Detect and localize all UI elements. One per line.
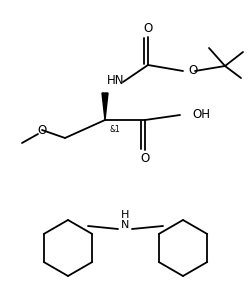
Text: O: O	[144, 21, 152, 34]
Text: O: O	[38, 123, 46, 136]
Text: &1: &1	[110, 125, 121, 134]
Text: HN: HN	[107, 75, 124, 88]
Text: N: N	[121, 220, 129, 230]
Polygon shape	[102, 93, 108, 120]
Text: OH: OH	[192, 108, 210, 121]
Text: O: O	[140, 153, 149, 166]
Text: O: O	[188, 64, 197, 77]
Text: H: H	[121, 210, 129, 220]
